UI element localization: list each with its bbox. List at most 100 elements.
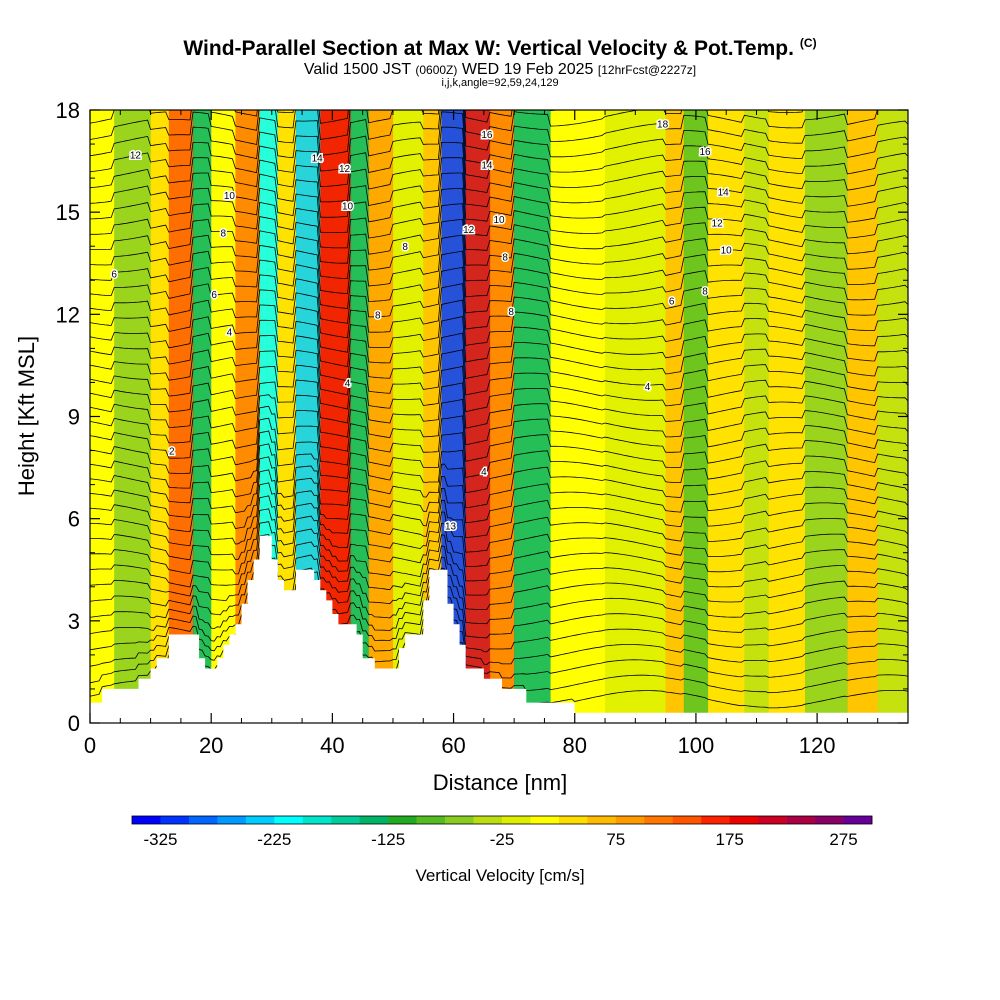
colorbar-swatch-25 bbox=[843, 816, 873, 824]
contour-label-13: 8 bbox=[702, 287, 708, 298]
colorbar-swatch-21 bbox=[729, 816, 759, 824]
contour-label-9: 8 bbox=[375, 310, 381, 321]
y-tick-label-4: 12 bbox=[56, 302, 80, 327]
theta-contour-37 bbox=[90, 110, 908, 156]
y-axis-label: Height [Kft MSL] bbox=[14, 336, 39, 496]
velocity-cell-16 bbox=[465, 110, 491, 723]
colorbar-tick-label-1: -225 bbox=[257, 830, 291, 849]
theta-contour-11 bbox=[90, 482, 908, 553]
velocity-cell-23 bbox=[708, 110, 745, 723]
x-tick-label-3: 60 bbox=[441, 733, 465, 758]
theta-contour-25 bbox=[90, 283, 908, 339]
colorbar-swatch-1 bbox=[160, 816, 190, 824]
theta-contour-31 bbox=[90, 187, 908, 249]
colorbar-swatch-15 bbox=[558, 816, 588, 824]
colorbar-swatch-11 bbox=[445, 816, 474, 824]
colorbar-swatch-3 bbox=[217, 816, 247, 824]
x-tick-label-1: 20 bbox=[199, 733, 223, 758]
contour-label-22: 13 bbox=[445, 522, 457, 533]
colorbar-swatch-0 bbox=[132, 816, 161, 824]
velocity-cell-24 bbox=[744, 110, 770, 723]
theta-contour-9 bbox=[90, 508, 908, 582]
colorbar-swatch-5 bbox=[274, 816, 304, 824]
contour-label-14: 10 bbox=[224, 191, 236, 202]
velocity-cell-17 bbox=[489, 110, 515, 723]
x-tick-label-2: 40 bbox=[320, 733, 344, 758]
colorbar-swatch-6 bbox=[302, 816, 332, 824]
colorbar-swatch-19 bbox=[672, 816, 702, 824]
colorbar-swatch-10 bbox=[416, 816, 446, 824]
colorbar-swatch-17 bbox=[615, 816, 645, 824]
contour-label-7: 6 bbox=[669, 297, 675, 308]
velocity-cell-20 bbox=[605, 110, 667, 723]
theta-contour-35 bbox=[90, 126, 908, 188]
contour-label-21: 12 bbox=[712, 218, 724, 229]
valid-forecast: [12hrFcst@2227z] bbox=[597, 63, 697, 77]
theta-contour-4 bbox=[90, 571, 908, 653]
theta-contour-30 bbox=[90, 203, 908, 264]
contour-labels: 2 4 4 4 4 6 6 6 8 8 8 8 8 8 10 10 10 10 12 12 12 12 13 14 14 14 16… bbox=[110, 118, 734, 534]
terrain bbox=[90, 535, 908, 723]
contour-label-10: 8 bbox=[402, 242, 408, 253]
colorbar-swatch-16 bbox=[587, 816, 617, 824]
theta-contour-13 bbox=[90, 456, 908, 524]
y-tick-label-6: 18 bbox=[56, 98, 80, 123]
grid-indices: i,j,k,angle=92,59,24,129 bbox=[441, 77, 559, 89]
contour-label-8: 8 bbox=[221, 229, 227, 240]
contour-label-0: 2 bbox=[169, 447, 175, 458]
theta-contour-7 bbox=[90, 533, 908, 610]
colorbar-tick-label-2: -125 bbox=[371, 830, 405, 849]
theta-contour-6 bbox=[90, 546, 908, 625]
contour-label-3: 4 bbox=[481, 467, 487, 478]
y-tick-label-1: 3 bbox=[68, 609, 80, 634]
theta-contour-3 bbox=[90, 583, 908, 665]
contour-label-18: 12 bbox=[130, 150, 142, 161]
potential-temperature-contours bbox=[90, 110, 908, 709]
theta-contour-22 bbox=[90, 332, 908, 382]
contour-label-27: 16 bbox=[699, 147, 711, 158]
theta-contour-19 bbox=[90, 379, 908, 429]
valid-prefix: Valid 1500 JST bbox=[303, 61, 411, 78]
colorbar-swatch-13 bbox=[502, 816, 531, 824]
theta-contour-27 bbox=[90, 250, 908, 309]
contour-label-24: 14 bbox=[481, 161, 493, 172]
contour-label-5: 6 bbox=[111, 270, 117, 281]
velocity-cell-18 bbox=[514, 110, 552, 723]
theta-contour-10 bbox=[90, 495, 908, 568]
colorbar-swatch-4 bbox=[245, 816, 275, 824]
theta-contour-29 bbox=[90, 218, 908, 279]
contour-label-15: 10 bbox=[342, 201, 354, 212]
contour-label-1: 4 bbox=[227, 327, 233, 338]
velocity-cell-2 bbox=[150, 110, 170, 723]
theta-contour-24 bbox=[90, 299, 908, 353]
theta-contour-15 bbox=[90, 430, 908, 494]
theta-contour-17 bbox=[90, 405, 908, 462]
velocity-cell-25 bbox=[768, 110, 806, 723]
contour-label-19: 12 bbox=[339, 164, 351, 175]
colorbar-swatch-22 bbox=[758, 816, 787, 824]
colorbar: -325 -225 -125 -25 75 175 275 bbox=[131, 815, 873, 849]
colorbar-swatch-8 bbox=[359, 816, 389, 824]
colorbar-tick-label-5: 175 bbox=[716, 830, 744, 849]
colorbar-tick-label-4: 75 bbox=[606, 830, 625, 849]
contour-label-16: 10 bbox=[493, 215, 505, 226]
colorbar-tick-label-3: -25 bbox=[490, 830, 515, 849]
contour-label-17: 10 bbox=[721, 246, 733, 257]
contour-label-11: 8 bbox=[502, 252, 508, 263]
x-tick-label-6: 120 bbox=[799, 733, 836, 758]
theta-contour-20 bbox=[90, 364, 908, 413]
terrain-shape bbox=[90, 535, 908, 723]
velocity-cell-27 bbox=[847, 110, 879, 723]
theta-contour-32 bbox=[90, 172, 908, 233]
contour-label-4: 4 bbox=[645, 382, 651, 393]
theta-contour-12 bbox=[90, 469, 908, 539]
x-axis-label: Distance [nm] bbox=[433, 770, 568, 795]
colorbar-swatch-2 bbox=[188, 816, 218, 824]
chart-title: Wind-Parallel Section at Max W: Vertical… bbox=[0, 36, 1000, 61]
contour-label-25: 14 bbox=[718, 188, 730, 199]
colorbar-swatch-12 bbox=[473, 816, 503, 824]
y-tick-label-3: 9 bbox=[68, 405, 80, 430]
contour-label-28: 18 bbox=[657, 120, 669, 131]
velocity-cell-22 bbox=[683, 110, 709, 723]
